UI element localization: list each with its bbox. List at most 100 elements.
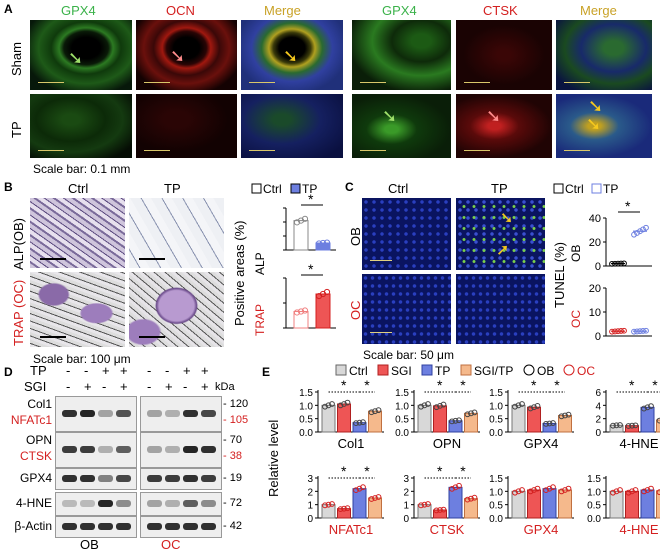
e-point	[322, 502, 328, 509]
d-sgi-sign-oc: -	[147, 379, 152, 394]
micrograph-a-merge-tp-r: ➘ ➘	[556, 94, 652, 158]
c-point	[637, 228, 643, 235]
e-legend-label-4: OB	[537, 364, 554, 378]
blot-band	[183, 475, 198, 482]
d-tp-sign-ob: -	[84, 363, 89, 378]
d-protein-label: β-Actin	[14, 519, 52, 533]
d-mw-label: - 19	[223, 472, 242, 484]
e-tick-label: 1	[307, 501, 313, 512]
e-point	[329, 401, 335, 407]
e-point	[464, 411, 471, 418]
e-point	[610, 489, 616, 496]
c-point	[637, 328, 643, 335]
panel-label-e: E	[262, 365, 271, 379]
blot-3-oc	[140, 492, 222, 516]
e-point	[360, 419, 366, 426]
c-point	[609, 328, 615, 335]
e-bar	[542, 488, 557, 519]
e-tick-label: 1.0	[489, 487, 503, 498]
e-bar	[511, 490, 526, 519]
b-point	[323, 288, 331, 296]
e-sig-star: *	[554, 377, 560, 393]
e-point	[329, 501, 335, 507]
e-point	[433, 507, 440, 514]
e-tick-label: 1.0	[299, 401, 313, 412]
c-point	[643, 327, 649, 334]
e-sig-star: *	[629, 377, 635, 393]
b-bar	[293, 311, 309, 329]
e-tick-label: 0.5	[489, 501, 503, 512]
blot-band	[62, 500, 77, 507]
e-sig-star: *	[531, 377, 537, 393]
blot-band	[165, 446, 180, 453]
blot-band	[147, 500, 162, 507]
e-point	[471, 494, 478, 501]
e-point	[546, 420, 553, 427]
e-point	[558, 413, 565, 420]
c-tick-label: 0	[595, 261, 601, 273]
e-tick-label: 1.0	[395, 401, 409, 412]
e-bar	[640, 406, 655, 433]
e-point	[418, 502, 424, 509]
e-tick-label: 0.5	[299, 415, 313, 426]
c-tick-label: 20	[589, 237, 601, 249]
d-sgi-sign-oc: +	[165, 379, 173, 394]
c-cat-oc: OC	[569, 310, 583, 328]
e-legend-swatch-1	[377, 364, 389, 376]
e-point	[421, 501, 428, 508]
d-tp-sign-oc: +	[201, 363, 209, 378]
d-tp-label: TP	[30, 363, 47, 378]
e-bar	[368, 497, 382, 519]
d-sgi-sign-ob: -	[66, 379, 71, 394]
d-sgi-sign-ob: +	[84, 379, 92, 394]
blot-band	[201, 475, 216, 482]
e-point	[641, 405, 647, 412]
e-sig-star: *	[437, 377, 443, 393]
e-cat-label: CTSK	[430, 522, 465, 537]
c-point	[640, 226, 646, 233]
blot-band	[183, 446, 198, 453]
scale-b: Scale bar: 100 μm	[33, 352, 131, 366]
e-point	[353, 420, 359, 427]
b-row-trap: TRAP (OC)	[11, 279, 26, 346]
e-bar	[656, 490, 660, 519]
c-tick-label: 40	[589, 213, 601, 225]
e-bar	[527, 406, 541, 433]
d-sgi-sign-oc: -	[183, 379, 188, 394]
e-point	[543, 487, 549, 494]
b-bar	[315, 293, 331, 329]
e-bar	[368, 410, 382, 433]
e-tick-label: 1.0	[489, 401, 503, 412]
e-point	[515, 488, 522, 495]
b-point	[315, 240, 323, 247]
e-point	[456, 482, 462, 489]
e-point	[648, 403, 654, 409]
c-row-oc: OC	[348, 300, 363, 321]
blot-band	[62, 410, 77, 417]
c-cat-ob: OB	[569, 245, 583, 262]
e-bar	[448, 420, 463, 433]
blot-2-ob	[55, 468, 137, 490]
e-legend-marker-4	[523, 364, 535, 376]
blot-band	[147, 410, 162, 417]
image-c-oc-ctrl	[362, 274, 451, 344]
blot-1-oc	[140, 432, 222, 468]
e-tick-label: 3	[403, 474, 409, 485]
d-protein-label: CTSK	[19, 449, 52, 463]
e-point	[512, 489, 518, 496]
b-point	[301, 307, 309, 314]
c-point	[609, 260, 615, 267]
e-point	[543, 420, 549, 427]
e-sig-star: *	[341, 377, 347, 393]
e-tick-label: 1.0	[587, 487, 601, 498]
e-tick-label: 1.5	[489, 474, 503, 485]
blot-4-oc	[140, 516, 222, 538]
e-tick-label: 1	[403, 501, 409, 512]
d-group-ob: OB	[80, 537, 99, 552]
e-point	[341, 401, 347, 407]
e-tick-label: 1.5	[299, 388, 313, 399]
e-sig-star: *	[341, 463, 347, 479]
e-point	[565, 411, 572, 418]
c-legend-ctrl: Ctrl	[565, 182, 584, 196]
blot-band	[80, 475, 95, 482]
